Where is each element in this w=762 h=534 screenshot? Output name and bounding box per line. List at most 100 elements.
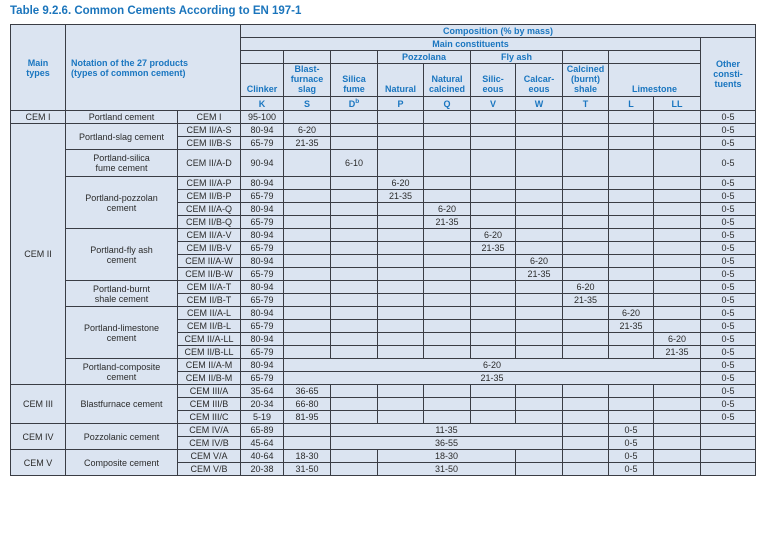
- header-cell: Natural calcined: [423, 62, 471, 98]
- composition-value-cell: [470, 345, 516, 360]
- composition-value-cell: [470, 215, 516, 230]
- main-type-cell: CEM IV: [10, 423, 66, 451]
- composition-value-cell: [377, 254, 424, 269]
- other-constituents-cell: 0-5: [699, 397, 757, 412]
- notation-code-cell: CEM II/A-P: [177, 176, 241, 191]
- header-cell: T: [562, 96, 609, 112]
- composition-value-cell: [377, 293, 424, 308]
- corner-notation-header-cell: Notation of the 27 products (types of co…: [65, 23, 241, 112]
- other-constituents-cell: 0-5: [699, 280, 757, 295]
- composition-value-cell: [423, 410, 471, 425]
- composition-value-cell: [653, 241, 701, 256]
- composition-value-cell: [423, 110, 471, 125]
- composition-value-cell: [653, 423, 701, 438]
- composition-value-cell: [330, 306, 378, 321]
- composition-value-cell: [283, 306, 331, 321]
- composition-value-cell: 31-50: [377, 462, 516, 477]
- composition-value-cell: [562, 202, 609, 217]
- header-cell: Blast- furnace slag: [283, 62, 331, 98]
- header-cell: [240, 50, 284, 64]
- composition-value-cell: [608, 280, 654, 295]
- composition-value-cell: [608, 332, 654, 347]
- composition-value-cell: [377, 319, 424, 334]
- document-page: Table 9.2.6. Common Cements According to…: [10, 5, 757, 477]
- notation-code-cell: CEM II/A-S: [177, 123, 241, 138]
- composition-value-cell: [608, 202, 654, 217]
- composition-value-cell: [562, 410, 609, 425]
- composition-value-cell: [515, 136, 563, 151]
- product-name-cell: Portland cement: [65, 110, 178, 125]
- other-constituents-cell: 0-5: [699, 202, 757, 217]
- product-name-cell: Portland-burnt shale cement: [65, 280, 178, 308]
- product-name-cell: Portland-composite cement: [65, 358, 178, 386]
- composition-value-cell: [377, 228, 424, 243]
- product-name-cell: Portland-slag cement: [65, 123, 178, 151]
- composition-value-cell: [608, 397, 654, 412]
- notation-code-cell: CEM II/B-V: [177, 241, 241, 256]
- composition-value-cell: 80-94: [240, 202, 284, 217]
- composition-value-cell: 6-20: [608, 306, 654, 321]
- composition-value-cell: 80-94: [240, 123, 284, 138]
- composition-value-cell: 65-79: [240, 371, 284, 386]
- product-name-cell: Portland-pozzolan cement: [65, 176, 178, 230]
- composition-value-cell: [330, 319, 378, 334]
- composition-value-cell: [330, 215, 378, 230]
- composition-value-cell: [653, 202, 701, 217]
- composition-value-cell: 65-79: [240, 189, 284, 204]
- composition-value-cell: [470, 176, 516, 191]
- header-cell: [283, 50, 331, 64]
- composition-value-cell: 0-5: [608, 423, 654, 438]
- composition-value-cell: [515, 462, 563, 477]
- other-constituents-cell: 0-5: [699, 110, 757, 125]
- composition-value-cell: [608, 410, 654, 425]
- composition-value-cell: [515, 228, 563, 243]
- notation-code-cell: CEM II/A-T: [177, 280, 241, 295]
- composition-value-cell: [515, 241, 563, 256]
- other-constituents-cell: 0-5: [699, 228, 757, 243]
- header-cell: Pozzolana: [377, 50, 471, 64]
- header-cell: P: [377, 96, 424, 112]
- other-constituents-cell: 0-5: [699, 293, 757, 308]
- product-name-cell: Portland-fly ash cement: [65, 228, 178, 282]
- header-row: Clinker Blast- furnace slag Silica fume Nat…: [11, 62, 756, 98]
- composition-value-cell: [283, 280, 331, 295]
- composition-value-cell: [330, 462, 378, 477]
- composition-value-cell: [515, 215, 563, 230]
- composition-value-cell: [470, 254, 516, 269]
- other-constituents-cell: 0-5: [699, 189, 757, 204]
- table-row: CEM III Blastfurnace cement CEM III/A 35-64…: [10, 384, 757, 425]
- table-row: CEM IV Pozzolanic cement CEM IV/A 65-89 11-3…: [10, 423, 757, 451]
- composition-value-cell: 65-79: [240, 319, 284, 334]
- composition-value-cell: [653, 462, 701, 477]
- composition-value-cell: 21-35: [562, 293, 609, 308]
- composition-value-cell: [283, 228, 331, 243]
- composition-value-cell: 6-20: [470, 228, 516, 243]
- composition-value-cell: [283, 110, 331, 125]
- notation-code-cell: CEM IV/B: [177, 436, 241, 451]
- other-constituents-cell: 0-5: [699, 123, 757, 138]
- other-constituents-cell: 0-5: [699, 241, 757, 256]
- composition-value-cell: [377, 241, 424, 256]
- composition-value-cell: 65-79: [240, 136, 284, 151]
- header-row: Main constituents Other consti- tuents: [11, 36, 757, 112]
- notation-code-cell: CEM II/A-M: [177, 358, 241, 373]
- main-type-cell: CEM V: [10, 449, 66, 477]
- main-type-cell: CEM II: [10, 123, 66, 386]
- composition-value-cell: [608, 123, 654, 138]
- main-type-cell: CEM I: [10, 110, 66, 125]
- composition-value-cell: [653, 436, 701, 451]
- composition-value-cell: [515, 293, 563, 308]
- composition-value-cell: [423, 149, 471, 178]
- composition-value-cell: [653, 449, 701, 464]
- composition-value-cell: [608, 136, 654, 151]
- header-cell: LL: [653, 96, 701, 112]
- other-constituents-cell: 0-5: [699, 254, 757, 269]
- composition-value-cell: [330, 449, 378, 464]
- composition-value-cell: [653, 228, 701, 243]
- table-row: CEM II/B-W 65-79 21-35 0-5: [11, 267, 757, 282]
- composition-value-cell: 6-20: [515, 254, 563, 269]
- notation-code-cell: CEM III/B: [177, 397, 241, 412]
- composition-value-cell: [653, 397, 701, 412]
- notation-code-cell: CEM II/B-Q: [177, 215, 241, 230]
- composition-value-cell: [283, 345, 331, 360]
